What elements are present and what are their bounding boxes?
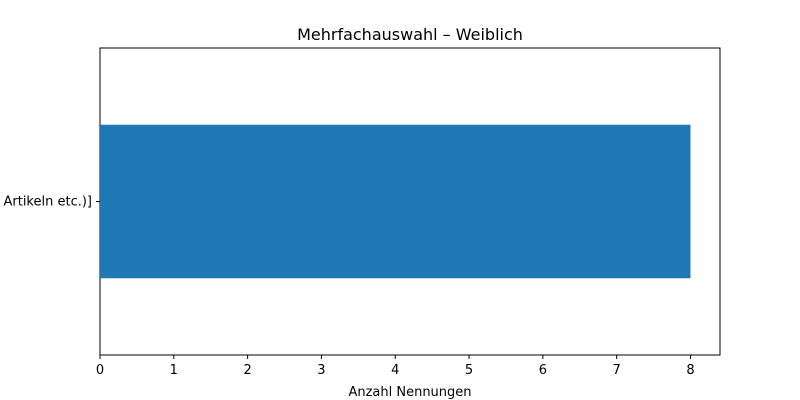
y-axis-ticks: Artikeln etc.)] — [3, 195, 100, 210]
x-tick-label: 5 — [465, 363, 473, 378]
y-tick-label: Artikeln etc.)] — [3, 195, 92, 210]
x-tick-label: 0 — [96, 363, 104, 378]
x-tick-label: 4 — [391, 363, 399, 378]
x-tick-label: 8 — [686, 363, 694, 378]
x-tick-label: 7 — [613, 363, 621, 378]
x-axis-ticks: 0 1 2 3 4 5 6 7 8 — [96, 355, 695, 378]
x-axis-label: Anzahl Nennungen — [348, 385, 471, 400]
x-tick-label: 2 — [243, 363, 251, 378]
x-tick-label: 6 — [539, 363, 547, 378]
bar — [100, 124, 691, 279]
chart-title: Mehrfachauswahl – Weiblich — [297, 25, 523, 44]
x-tick-label: 3 — [317, 363, 325, 378]
bars-group — [100, 124, 691, 279]
x-tick-label: 1 — [170, 363, 178, 378]
